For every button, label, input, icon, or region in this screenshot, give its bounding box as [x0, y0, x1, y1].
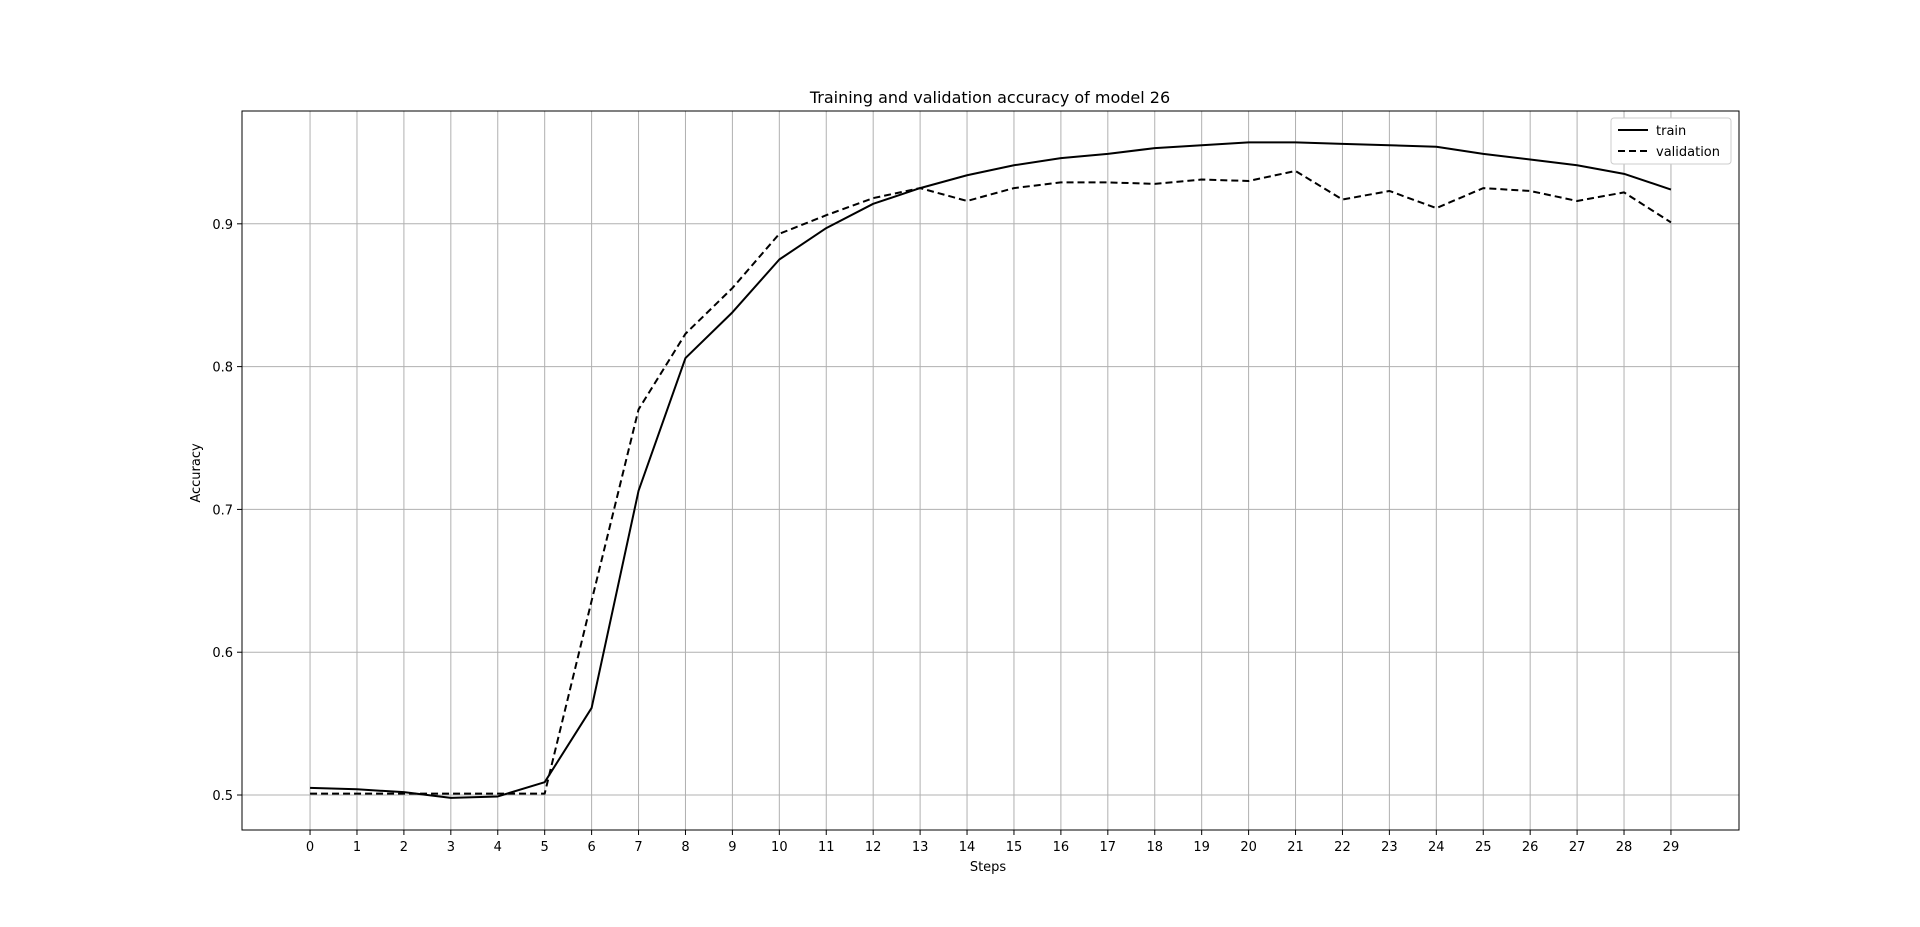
- plot-frame: [241, 110, 1740, 831]
- y-tick-label: 0.9: [212, 218, 233, 233]
- x-tick-label: 13: [912, 840, 929, 855]
- series-lines: [310, 141, 1672, 799]
- x-tick-label: 26: [1522, 840, 1539, 855]
- x-tick-label: 2: [400, 840, 408, 855]
- x-tick-label: 19: [1193, 840, 1210, 855]
- x-tick-label: 17: [1100, 840, 1117, 855]
- y-axis-label: Accuracy: [189, 443, 204, 503]
- legend: train validation: [1610, 117, 1732, 165]
- x-tick-label: 7: [634, 840, 642, 855]
- y-tick-label: 0.5: [212, 789, 233, 804]
- x-tick-label: 21: [1287, 840, 1304, 855]
- y-axis: 0.5 0.6 0.7 0.8 0.9: [212, 218, 242, 804]
- series-line-train: [310, 141, 1672, 799]
- x-tick-label: 3: [447, 840, 455, 855]
- x-tick-label: 4: [494, 840, 502, 855]
- x-tick-label: 1: [353, 840, 361, 855]
- x-tick-label: 11: [818, 840, 835, 855]
- x-tick-label: 16: [1053, 840, 1070, 855]
- x-tick-label: 12: [865, 840, 882, 855]
- x-tick-label: 14: [959, 840, 976, 855]
- x-tick-label: 6: [587, 840, 595, 855]
- x-tick-label: 22: [1334, 840, 1351, 855]
- x-tick-label: 20: [1240, 840, 1257, 855]
- chart-title: Training and validation accuracy of mode…: [809, 88, 1170, 107]
- x-tick-label: 9: [728, 840, 736, 855]
- y-tick-label: 0.6: [212, 646, 233, 661]
- x-axis-label: Steps: [970, 860, 1007, 875]
- x-tick-label: 8: [681, 840, 689, 855]
- y-tick-label: 0.7: [212, 503, 233, 518]
- x-tick-label: 23: [1381, 840, 1398, 855]
- series-line-validation: [310, 169, 1672, 795]
- y-tick-label: 0.8: [212, 361, 233, 376]
- x-tick-label: 0: [306, 840, 314, 855]
- x-tick-label: 10: [771, 840, 788, 855]
- legend-validation-label: validation: [1656, 145, 1720, 160]
- x-tick-label: 15: [1006, 840, 1023, 855]
- x-tick-label: 28: [1616, 840, 1633, 855]
- x-tick-label: 24: [1428, 840, 1445, 855]
- x-tick-label: 5: [541, 840, 549, 855]
- x-axis: 0 1 2 3 4 5 6 7 8 9 10 11 12 13 14 15 16 17 18 19 20 21 22 23 24…: [306, 830, 1679, 855]
- x-tick-label: 27: [1569, 840, 1586, 855]
- legend-train-label: train: [1656, 124, 1686, 139]
- x-tick-label: 18: [1146, 840, 1163, 855]
- x-tick-label: 29: [1663, 840, 1680, 855]
- x-tick-label: 25: [1475, 840, 1492, 855]
- grid: [242, 111, 1739, 830]
